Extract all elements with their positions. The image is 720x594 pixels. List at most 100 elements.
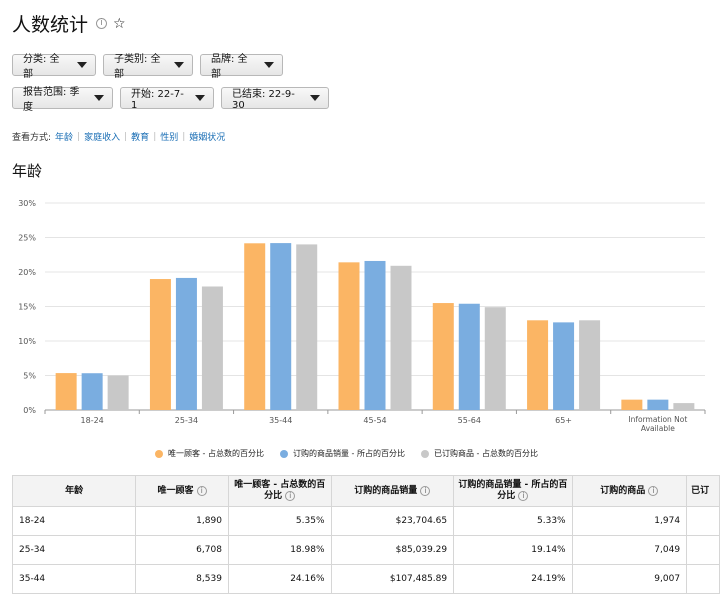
- legend-label: 唯一顾客 - 占总数的百分比: [168, 449, 264, 458]
- table-cell: 18-24: [11, 506, 137, 536]
- column-header-label: 唯一顾客 - 占总数的百分比: [234, 480, 326, 501]
- age-bar-chart: 0% 5% 10% 15% 20% 25% 30% 18-24 25-34 35-44 45-54 5…: [18, 199, 706, 433]
- bar-55-64-series-3: [484, 307, 506, 410]
- table-cell-truncated: [686, 535, 720, 565]
- section-title: 年龄: [12, 162, 43, 180]
- category-dropdown-label: 分类: 全部: [23, 54, 60, 80]
- legend-item[interactable]: 已订购商品 - 占总数的百分比: [420, 448, 538, 459]
- column-header-unique-customers[interactable]: 唯一顾客 i: [135, 475, 229, 507]
- y-tick-label: 5%: [23, 372, 36, 381]
- star-icon[interactable]: ☆: [113, 15, 126, 32]
- table-row: 18-24 1,890 5.35% $23,704.65 5.33% 1,974: [11, 506, 720, 536]
- end-date-dropdown[interactable]: 已结束: 22-9-30: [221, 87, 329, 111]
- brand-dropdown-label: 品牌: 全部: [211, 54, 248, 80]
- legend-swatch: [420, 449, 429, 458]
- start-date-dropdown[interactable]: 开始: 22-7-1: [120, 87, 214, 111]
- table-cell: 18.98%: [227, 535, 332, 565]
- column-header-label: 订购的商品: [600, 485, 646, 496]
- bar-65+-series-3: [579, 320, 601, 410]
- table-cell: 1,890: [135, 506, 229, 536]
- y-tick-label: 10%: [18, 337, 36, 346]
- bar-45-54-series-1: [338, 262, 360, 410]
- x-tick-label: 45-54: [363, 416, 386, 425]
- info-icon[interactable]: i: [196, 485, 207, 496]
- table-cell: 24.16%: [227, 564, 332, 594]
- x-tick-label: 25-34: [175, 416, 198, 425]
- page-title: 人数统计 i ☆: [12, 10, 126, 37]
- table-cell: 25-34: [11, 535, 137, 565]
- y-tick-label: 25%: [18, 234, 36, 243]
- legend-item[interactable]: 唯一顾客 - 占总数的百分比: [155, 448, 264, 459]
- report-range-label: 报告范围: 季度: [23, 87, 80, 113]
- legend-swatch: [155, 449, 163, 458]
- chevron-down-icon: [77, 62, 87, 68]
- legend-label: 订购的商品销量 - 所占的百分比: [292, 449, 405, 458]
- bar-65+-series-1: [527, 320, 549, 410]
- category-dropdown[interactable]: 分类: 全部: [12, 54, 96, 80]
- chart-legend: 唯一顾客 - 占总数的百分比 订购的商品销量 - 所占的百分比 已订购商品 - …: [155, 448, 538, 459]
- view-by-age-link[interactable]: 年龄: [55, 133, 74, 143]
- page-title-text: 人数统计: [12, 14, 89, 36]
- bar-55-64-series-1: [432, 303, 454, 410]
- info-icon[interactable]: i: [420, 485, 431, 496]
- subcategory-dropdown-label: 子类别: 全部: [114, 54, 161, 80]
- view-by-income-link[interactable]: 家庭收入: [84, 133, 121, 143]
- y-tick-label: 15%: [18, 303, 36, 312]
- table-cell: 1,974: [571, 506, 688, 536]
- data-table: 年龄 唯一顾客 i 唯一顾客 - 占总数的百分比 i 订购的商品销量 i 订购的…: [11, 475, 720, 594]
- y-tick-label: 30%: [18, 199, 36, 208]
- legend-item[interactable]: 订购的商品销量 - 所占的百分比: [279, 448, 405, 459]
- table-row: 35-44 8,539 24.16% $107,485.89 24.19% 9,007: [11, 564, 720, 594]
- brand-dropdown[interactable]: 品牌: 全部: [200, 54, 283, 80]
- table-cell: 7,049: [571, 535, 688, 565]
- table-cell: $23,704.65: [330, 506, 455, 536]
- chevron-down-icon: [174, 62, 184, 68]
- separator: |: [124, 131, 128, 142]
- bar-65+-series-2: [553, 322, 575, 410]
- table-cell: 5.35%: [227, 506, 332, 536]
- column-header-ordered-truncated[interactable]: 已订: [686, 475, 720, 507]
- separator: |: [77, 131, 81, 142]
- x-tick-label: Information Not: [628, 415, 687, 424]
- column-header-unique-customers-pct[interactable]: 唯一顾客 - 占总数的百分比 i: [227, 475, 332, 507]
- bar-35-44-series-2: [270, 243, 292, 410]
- table-header-row: 年龄 唯一顾客 i 唯一顾客 - 占总数的百分比 i 订购的商品销量 i 订购的…: [11, 475, 720, 507]
- subcategory-dropdown[interactable]: 子类别: 全部: [103, 54, 193, 80]
- bar-35-44-series-3: [296, 244, 318, 410]
- column-header-items-ordered[interactable]: 订购的商品 i: [571, 475, 688, 507]
- table-body: 18-24 1,890 5.35% $23,704.65 5.33% 1,974 25-34…: [11, 506, 720, 594]
- separator: |: [182, 131, 186, 142]
- bar-Information Not Available-series-1: [621, 399, 643, 410]
- table-cell: $85,039.29: [330, 535, 455, 565]
- view-by-education-link[interactable]: 教育: [131, 133, 150, 143]
- column-header-age[interactable]: 年龄: [11, 475, 137, 507]
- bar-18-24-series-1: [55, 373, 77, 410]
- bar-18-24-series-2: [81, 373, 103, 410]
- column-header-label: 已订: [691, 485, 710, 496]
- legend-swatch: [279, 449, 288, 458]
- table-cell-truncated: [686, 564, 720, 594]
- info-icon[interactable]: i: [518, 491, 529, 501]
- column-header-label: 订购的商品销量: [354, 485, 418, 496]
- legend-label: 已订购商品 - 占总数的百分比: [433, 449, 538, 458]
- table-cell: 35-44: [11, 564, 137, 594]
- report-range-dropdown[interactable]: 报告范围: 季度: [12, 87, 113, 113]
- info-icon[interactable]: i: [285, 491, 296, 501]
- separator: |: [153, 131, 157, 142]
- view-by-marital-link[interactable]: 婚姻状况: [189, 133, 226, 143]
- bar-45-54-series-2: [364, 260, 386, 410]
- table-cell: 6,708: [135, 535, 229, 565]
- bar-Information Not Available-series-2: [647, 399, 669, 410]
- column-header-sales[interactable]: 订购的商品销量 i: [330, 475, 455, 507]
- info-icon[interactable]: i: [648, 485, 659, 496]
- column-header-sales-pct[interactable]: 订购的商品销量 - 所占的百分比 i: [453, 475, 573, 507]
- bar-18-24-series-3: [107, 375, 129, 410]
- view-by-gender-link[interactable]: 性别: [160, 133, 179, 143]
- table-cell: 8,539: [135, 564, 229, 594]
- x-tick-label: 18-24: [81, 416, 104, 425]
- end-date-label: 已结束: 22-9-30: [232, 89, 295, 111]
- info-icon[interactable]: i: [96, 18, 108, 29]
- view-by-bar: 查看方式: 年龄 | 家庭收入 | 教育 | 性别 | 婚姻状况: [12, 130, 226, 144]
- x-tick-label: Available: [641, 424, 675, 433]
- start-date-label: 开始: 22-7-1: [131, 89, 184, 111]
